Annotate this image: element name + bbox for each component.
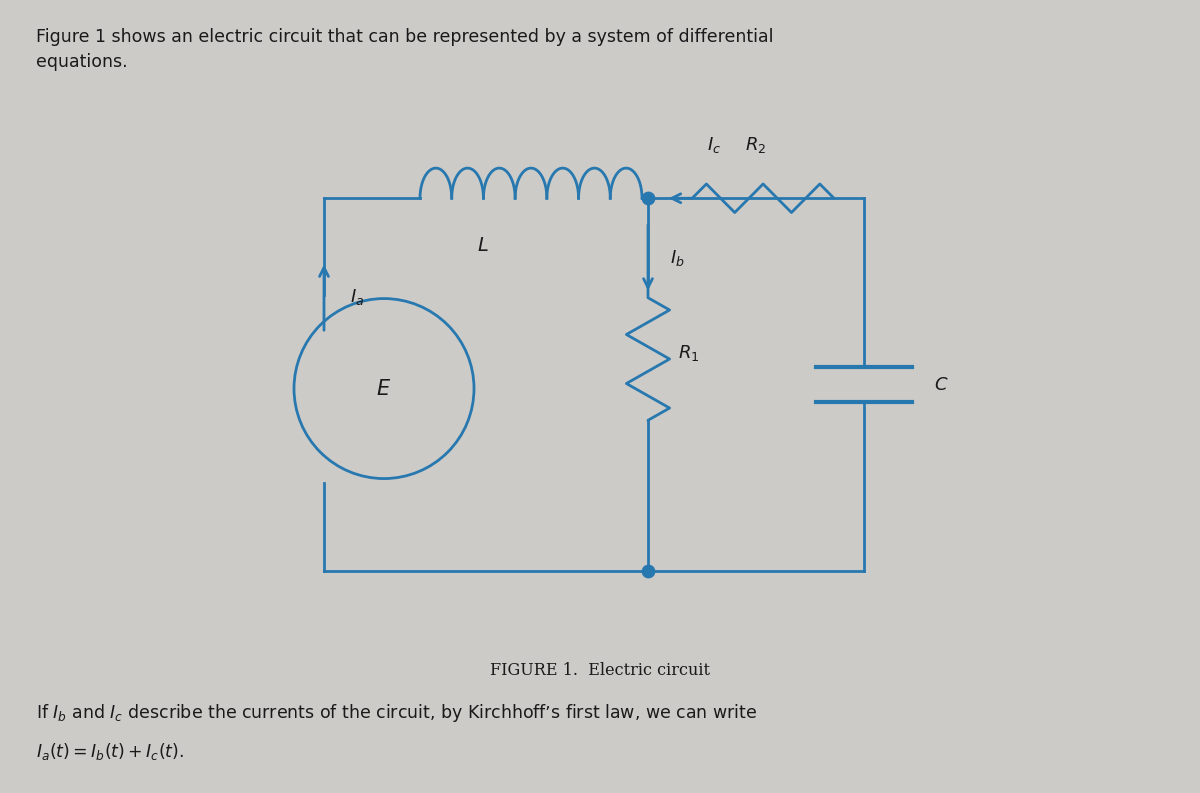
Text: $I_a$: $I_a$: [350, 287, 365, 308]
Point: [638, 565, 658, 577]
Text: $R_1$: $R_1$: [678, 343, 700, 363]
Text: $I_c$: $I_c$: [707, 135, 721, 155]
Text: $E$: $E$: [377, 378, 391, 399]
Point: [638, 192, 658, 205]
Text: If $I_b$ and $I_c$ describe the currents of the circuit, by Kirchhoff’s first la: If $I_b$ and $I_c$ describe the currents…: [36, 702, 757, 724]
Text: Figure 1 shows an electric circuit that can be represented by a system of differ: Figure 1 shows an electric circuit that …: [36, 28, 774, 71]
Text: FIGURE 1.  Electric circuit: FIGURE 1. Electric circuit: [490, 661, 710, 679]
Text: $L$: $L$: [478, 236, 488, 255]
Text: $C$: $C$: [934, 376, 948, 393]
Text: $R_2$: $R_2$: [745, 135, 767, 155]
Text: $I_a(t) = I_b(t) + I_c(t)$.: $I_a(t) = I_b(t) + I_c(t)$.: [36, 741, 184, 762]
Text: $I_b$: $I_b$: [670, 247, 684, 268]
